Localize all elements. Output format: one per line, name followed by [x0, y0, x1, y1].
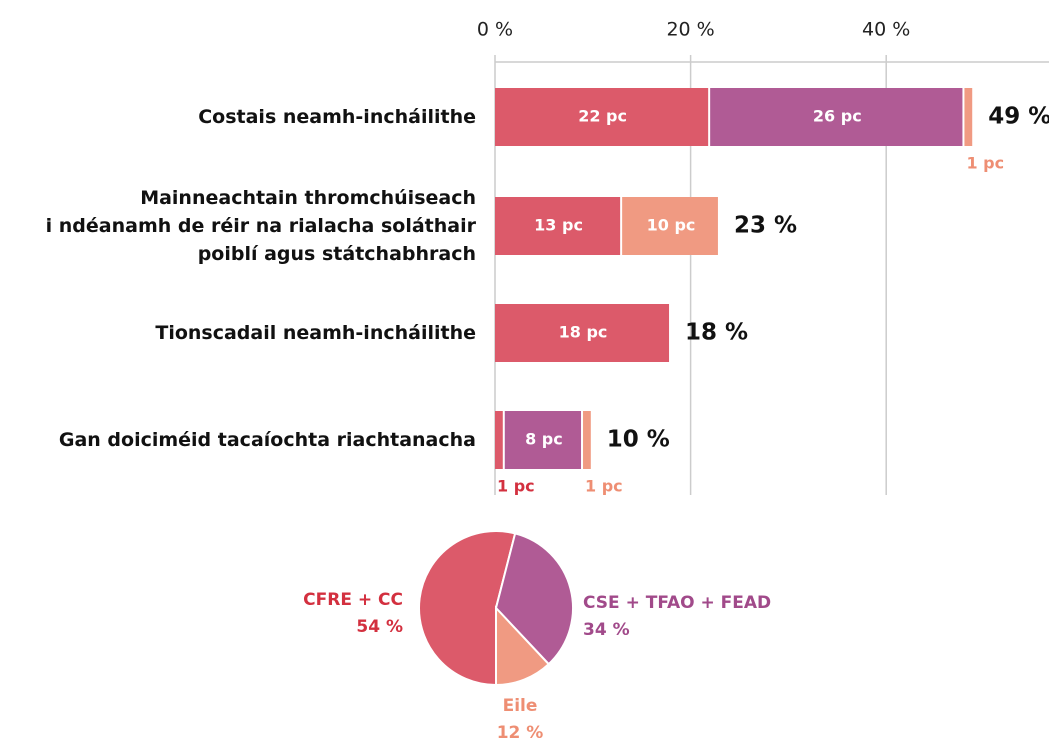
- bar-segment: [495, 88, 709, 146]
- bar-segment: [583, 411, 591, 469]
- bar-segment: [504, 411, 582, 469]
- pie-slice: [495, 605, 551, 687]
- bar-segment: [495, 411, 503, 469]
- bar-segment: [495, 197, 621, 255]
- pie-label: CFRE + CC: [303, 590, 403, 610]
- bar-segment: [964, 88, 973, 146]
- total-label: 18 %: [685, 320, 748, 346]
- value-label: 10 pc: [647, 216, 696, 235]
- category-label: Gan doiciméid tacaíochta riachtanacha: [58, 429, 476, 451]
- total-label: 23 %: [734, 213, 797, 239]
- total-label: 49 %: [988, 104, 1049, 130]
- pie-slice: [418, 530, 517, 687]
- pie-label: Eile: [503, 696, 538, 716]
- bar-segment: [495, 304, 670, 362]
- value-label: 1 pc: [966, 154, 1004, 173]
- total-label: 10 %: [607, 427, 670, 453]
- pie-value-label: 34 %: [583, 620, 630, 640]
- x-tick-label: 20 %: [666, 19, 714, 41]
- category-label: Costais neamh-incháilithe: [198, 106, 476, 128]
- category-label: Tionscadail neamh-incháilithe: [155, 322, 476, 344]
- pie-value-label: 12 %: [497, 723, 544, 742]
- value-label: 13 pc: [534, 216, 583, 235]
- bar-segment: [710, 88, 963, 146]
- category-label: Mainneachtain thromchúiseach i ndéanamh …: [45, 187, 476, 265]
- pie-label: CSE + TFAO + FEAD: [583, 593, 771, 613]
- value-label: 22 pc: [578, 107, 627, 126]
- x-tick-label: 40 %: [862, 19, 910, 41]
- bar-segment: [622, 197, 718, 255]
- value-label: 26 pc: [813, 107, 862, 126]
- pie-value-label: 54 %: [356, 617, 403, 637]
- value-label: 1 pc: [585, 477, 623, 496]
- x-tick-label: 0 %: [477, 19, 513, 41]
- value-label: 18 pc: [559, 323, 608, 342]
- value-label: 1 pc: [497, 477, 535, 496]
- pie-slice: [494, 532, 574, 666]
- value-label: 8 pc: [525, 430, 563, 449]
